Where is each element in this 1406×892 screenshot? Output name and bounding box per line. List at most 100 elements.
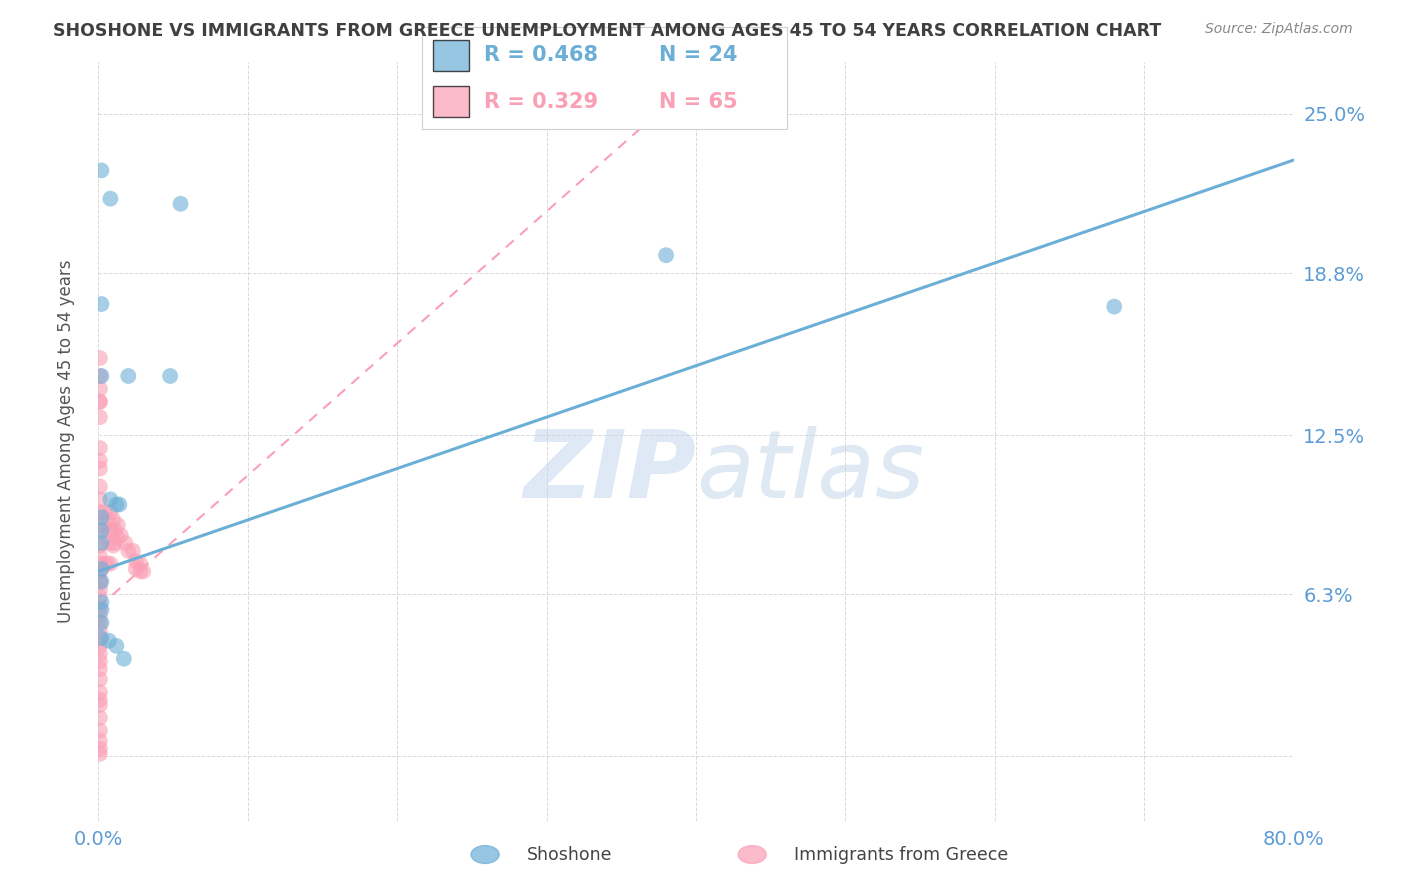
Text: Immigrants from Greece: Immigrants from Greece <box>794 846 1008 863</box>
Point <box>97 633 120 648</box>
Point <box>90 631 112 645</box>
Point <box>89 582 111 597</box>
Point <box>98 192 122 206</box>
Point <box>89 607 111 622</box>
Point <box>89 549 111 563</box>
Point <box>89 600 111 615</box>
Point <box>89 410 111 425</box>
Point <box>89 723 111 738</box>
Point <box>90 615 112 630</box>
Point <box>89 662 111 676</box>
Point <box>114 536 136 550</box>
Point <box>125 562 148 576</box>
Point <box>103 513 125 527</box>
Point <box>93 557 115 571</box>
Point <box>105 498 128 512</box>
FancyBboxPatch shape <box>433 40 470 70</box>
Point <box>90 562 112 576</box>
Point <box>103 539 125 553</box>
Point <box>89 518 111 533</box>
Point <box>89 647 111 661</box>
Point <box>90 536 112 550</box>
Point <box>108 498 131 512</box>
Point <box>89 505 111 519</box>
Point <box>89 734 111 748</box>
Point <box>89 631 111 645</box>
Text: SHOSHONE VS IMMIGRANTS FROM GREECE UNEMPLOYMENT AMONG AGES 45 TO 54 YEARS CORREL: SHOSHONE VS IMMIGRANTS FROM GREECE UNEMP… <box>53 22 1161 40</box>
Point <box>132 565 155 579</box>
Point <box>90 603 112 617</box>
Point <box>90 369 112 384</box>
Point <box>89 654 111 668</box>
Point <box>89 565 111 579</box>
Point <box>121 543 143 558</box>
Point <box>89 557 111 571</box>
Point <box>90 523 112 537</box>
Point <box>104 523 127 537</box>
Point <box>89 590 111 604</box>
Point <box>107 518 129 533</box>
Point <box>96 513 118 527</box>
Point <box>110 528 132 542</box>
Text: atlas: atlas <box>696 426 924 517</box>
Point <box>89 673 111 687</box>
FancyBboxPatch shape <box>433 87 470 117</box>
Point <box>89 685 111 699</box>
Point <box>89 693 111 707</box>
Point <box>98 557 122 571</box>
Point <box>89 747 111 761</box>
Point <box>89 574 111 589</box>
Point <box>89 741 111 756</box>
Point <box>97 523 120 537</box>
Point <box>129 557 152 571</box>
Text: R = 0.329: R = 0.329 <box>484 92 598 112</box>
Point <box>89 639 111 653</box>
Point <box>97 536 120 550</box>
Point <box>90 510 112 524</box>
Point <box>112 651 135 665</box>
Point <box>96 557 118 571</box>
Point <box>1104 300 1126 314</box>
Text: Shoshone: Shoshone <box>527 846 613 863</box>
Point <box>89 479 111 493</box>
Point <box>159 369 181 384</box>
Point <box>89 441 111 455</box>
Point <box>89 624 111 638</box>
Y-axis label: Unemployment Among Ages 45 to 54 years: Unemployment Among Ages 45 to 54 years <box>56 260 75 624</box>
Point <box>90 163 112 178</box>
Point <box>89 615 111 630</box>
Point <box>105 639 128 653</box>
Point <box>104 536 127 550</box>
Point <box>89 565 111 579</box>
Point <box>129 565 152 579</box>
Point <box>89 454 111 468</box>
Point <box>90 574 112 589</box>
Point <box>98 492 122 507</box>
Point <box>90 297 112 311</box>
Text: ZIP: ZIP <box>523 425 696 518</box>
Point <box>89 525 111 540</box>
Point <box>107 531 129 545</box>
Point <box>89 711 111 725</box>
Point <box>655 248 678 262</box>
Point <box>89 698 111 712</box>
Point <box>89 382 111 396</box>
Point <box>98 505 122 519</box>
Text: N = 24: N = 24 <box>659 45 738 65</box>
Point <box>89 369 111 384</box>
Text: N = 65: N = 65 <box>659 92 738 112</box>
Text: Source: ZipAtlas.com: Source: ZipAtlas.com <box>1205 22 1353 37</box>
Point <box>117 543 139 558</box>
Point <box>169 196 191 211</box>
Point <box>90 595 112 609</box>
Text: R = 0.468: R = 0.468 <box>484 45 598 65</box>
Point <box>89 574 111 589</box>
Point <box>89 351 111 365</box>
Point <box>101 523 124 537</box>
Point <box>93 505 115 519</box>
Point <box>89 539 111 553</box>
Point <box>125 554 148 568</box>
Point <box>89 394 111 409</box>
Point <box>89 394 111 409</box>
Point <box>89 492 111 507</box>
